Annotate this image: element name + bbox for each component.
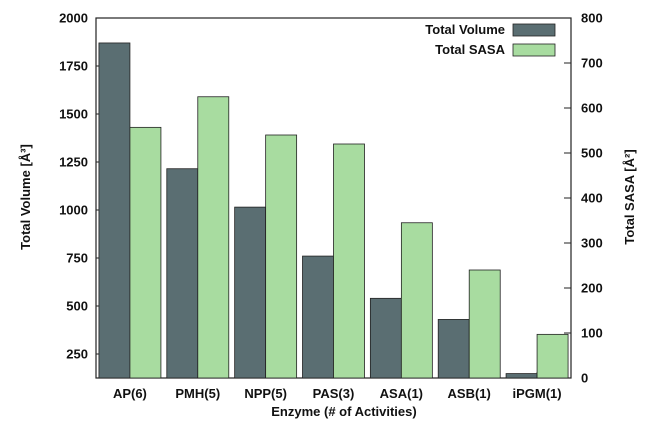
- bars: [98, 42, 569, 379]
- right-tick-label: 600: [581, 101, 603, 116]
- legend: Total Volume Total SASA: [425, 22, 556, 57]
- volume-bar: [369, 297, 402, 379]
- x-tick-label: PAS(3): [313, 386, 355, 401]
- sasa-bar: [129, 126, 162, 379]
- left-tick-label: 750: [66, 251, 88, 266]
- x-tick-label: PMH(5): [175, 386, 220, 401]
- left-y-axis-label: Total Volume [Å³]: [18, 144, 33, 250]
- volume-bar: [505, 373, 538, 379]
- sasa-bar: [400, 222, 433, 379]
- x-tick-label: ASA(1): [380, 386, 423, 401]
- right-y-axis-label: Total SASA [Å²]: [622, 149, 637, 244]
- sasa-bar: [536, 333, 569, 379]
- x-axis-label: Enzyme (# of Activities): [271, 404, 416, 419]
- x-axis: AP(6) PMH(5) NPP(5) PAS(3) ASA(1) ASB(1) iPGM(…: [113, 372, 562, 401]
- x-tick-label: NPP(5): [244, 386, 287, 401]
- right-tick-label: 200: [581, 281, 603, 296]
- volume-bar: [166, 168, 199, 379]
- left-tick-label: 1500: [59, 107, 88, 122]
- sasa-bar: [333, 143, 365, 379]
- left-tick-label: 1250: [59, 155, 88, 170]
- x-tick-label: ASB(1): [448, 386, 491, 401]
- left-tick-label: 2000: [59, 11, 88, 26]
- right-tick-label: 500: [581, 146, 603, 161]
- legend-swatch: [512, 23, 556, 37]
- right-tick-label: 300: [581, 236, 603, 251]
- x-tick-label: iPGM(1): [513, 386, 562, 401]
- right-tick-label: 0: [581, 371, 588, 386]
- right-tick-label: 400: [581, 191, 603, 206]
- sasa-bar: [197, 96, 230, 379]
- right-tick-label: 700: [581, 56, 603, 71]
- sasa-bar: [265, 134, 298, 379]
- left-tick-label: 1000: [59, 203, 88, 218]
- left-tick-label: 250: [66, 347, 88, 362]
- volume-bar: [98, 42, 131, 379]
- left-tick-label: 1750: [59, 59, 88, 74]
- left-tick-label: 500: [66, 299, 88, 314]
- legend-swatch: [512, 43, 556, 57]
- legend-label: Total Volume: [425, 22, 505, 37]
- right-y-axis: 0 100 200 300 400 500 600 700 800: [564, 11, 603, 386]
- sasa-bar: [468, 269, 501, 379]
- volume-bar: [302, 255, 334, 379]
- volume-bar: [234, 206, 267, 379]
- legend-label: Total SASA: [435, 42, 505, 57]
- right-tick-label: 100: [581, 326, 603, 341]
- right-tick-label: 800: [581, 11, 603, 26]
- volume-bar: [437, 319, 470, 379]
- x-tick-label: AP(6): [113, 386, 147, 401]
